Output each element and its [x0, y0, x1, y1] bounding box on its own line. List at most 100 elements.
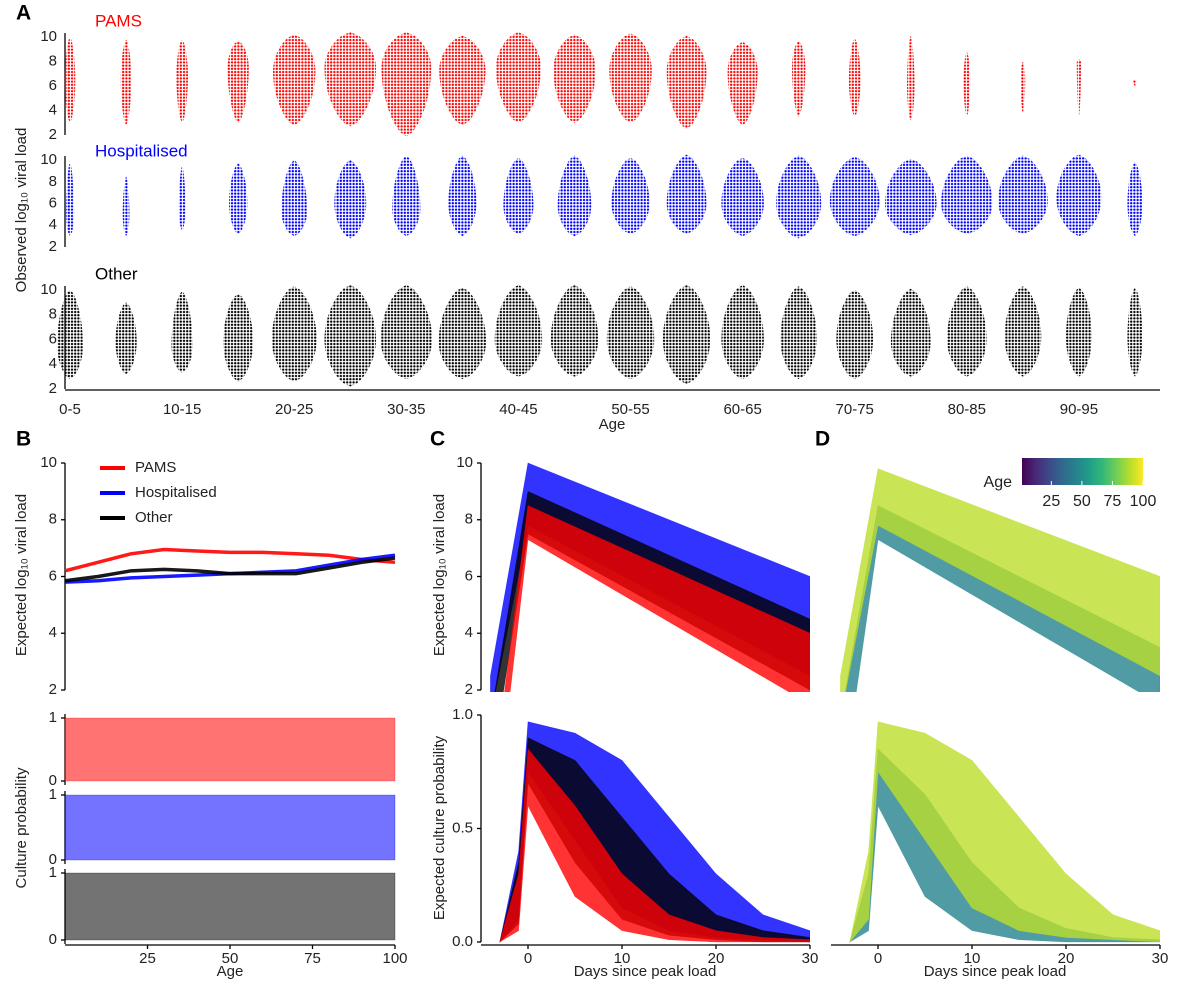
panel-label: D [815, 428, 830, 451]
colorbar-tick-label: 75 [1104, 493, 1122, 510]
swarm [120, 39, 132, 126]
x-tick-label: 30 [1152, 950, 1169, 967]
swarm [115, 302, 137, 375]
swarm [1076, 59, 1082, 117]
swarm [550, 285, 599, 377]
y-tick-label: 6 [49, 77, 57, 94]
y-tick-label: 0 [49, 772, 57, 789]
colorbar-tick-label: 100 [1130, 493, 1157, 510]
x-tick-label: 70-75 [836, 401, 874, 418]
swarm [1056, 154, 1102, 237]
swarm [727, 41, 758, 126]
swarm [780, 286, 818, 380]
x-tick-label: 40-45 [499, 401, 537, 418]
swarm [1065, 287, 1092, 377]
y-tick-label: 4 [49, 624, 57, 641]
swarm [381, 32, 432, 137]
colorbar-title: Age [984, 474, 1013, 491]
x-tick-label: 80-85 [948, 401, 986, 418]
x-tick-label: 20 [708, 950, 725, 967]
band [64, 717, 396, 782]
swarm [666, 35, 707, 129]
y-tick-label: 4 [49, 101, 57, 118]
swarm [495, 32, 541, 123]
line [64, 556, 396, 583]
y-tick-label: 6 [49, 330, 57, 347]
swarm [273, 34, 316, 126]
line [64, 547, 396, 573]
panel-label: A [16, 2, 31, 25]
x-tick-label: 90-95 [1060, 401, 1098, 418]
y-tick-label: 2 [465, 681, 473, 698]
x-tick-label: 50 [222, 950, 239, 967]
panel-label: C [430, 428, 445, 451]
x-tick-label: 30 [802, 950, 819, 967]
swarm [178, 165, 186, 231]
x-tick-label: 10 [964, 950, 981, 967]
y-axis-title: Culture probability [13, 767, 30, 888]
swarm [57, 289, 84, 380]
strip-title: Hospitalised [95, 141, 188, 160]
swarm [223, 293, 254, 382]
y-tick-label: 8 [465, 511, 473, 528]
y-tick-label: 8 [49, 52, 57, 69]
swarm [439, 35, 486, 126]
y-tick-label: 2 [49, 126, 57, 143]
swarm [885, 158, 937, 236]
swarm [941, 155, 993, 234]
y-tick-label: 0 [49, 931, 57, 948]
panel-label: B [16, 428, 31, 451]
y-tick-label: 8 [49, 511, 57, 528]
y-axis-title: Expected culture probability [431, 735, 448, 920]
swarm [829, 156, 880, 237]
swarm [65, 162, 75, 237]
swarm [176, 39, 188, 123]
y-tick-label: 10 [456, 454, 473, 471]
y-tick-label: 2 [49, 380, 57, 397]
x-axis-title: Age [599, 416, 626, 433]
x-tick-label: 10 [614, 950, 631, 967]
swarm [1004, 286, 1042, 377]
strip-title: PAMS [95, 11, 142, 30]
swarm [1020, 61, 1026, 113]
y-tick-label: 1 [49, 709, 57, 726]
band [849, 721, 1160, 943]
x-tick-label: 50-55 [611, 401, 649, 418]
x-axis-title: Days since peak load [924, 963, 1067, 980]
band [64, 794, 396, 861]
x-axis-title: Days since peak load [574, 963, 717, 980]
swarm [438, 287, 487, 380]
swarm [324, 285, 377, 387]
x-tick-label: 0 [524, 950, 532, 967]
x-tick-label: 0 [874, 950, 882, 967]
swarm [122, 176, 130, 237]
y-tick-label: 10 [40, 28, 57, 45]
y-tick-label: 4 [49, 355, 57, 372]
swarm [380, 285, 433, 380]
x-axis-title: Age [217, 963, 244, 980]
swarm [281, 160, 308, 237]
y-tick-label: 2 [49, 238, 57, 255]
x-tick-label: 60-65 [723, 401, 761, 418]
y-tick-label: 0.0 [452, 933, 473, 950]
swarm [848, 38, 861, 117]
strip-title: Other [95, 264, 138, 283]
x-tick-label: 20 [1058, 950, 1075, 967]
swarm [553, 34, 596, 123]
swarm [271, 286, 317, 382]
swarm [721, 285, 764, 380]
y-axis-title: Expected log₁₀ viral load [13, 494, 30, 656]
swarm [662, 285, 711, 385]
swarm [791, 40, 806, 117]
x-tick-label: 75 [304, 950, 321, 967]
y-tick-label: 1.0 [452, 706, 473, 723]
swarm [907, 35, 915, 121]
swarm [334, 160, 367, 239]
y-tick-label: 4 [465, 624, 473, 641]
y-tick-label: 1 [49, 786, 57, 803]
swarm [666, 154, 707, 234]
legend-label: Hospitalised [135, 484, 217, 501]
band [499, 748, 810, 943]
swarm [392, 155, 421, 237]
